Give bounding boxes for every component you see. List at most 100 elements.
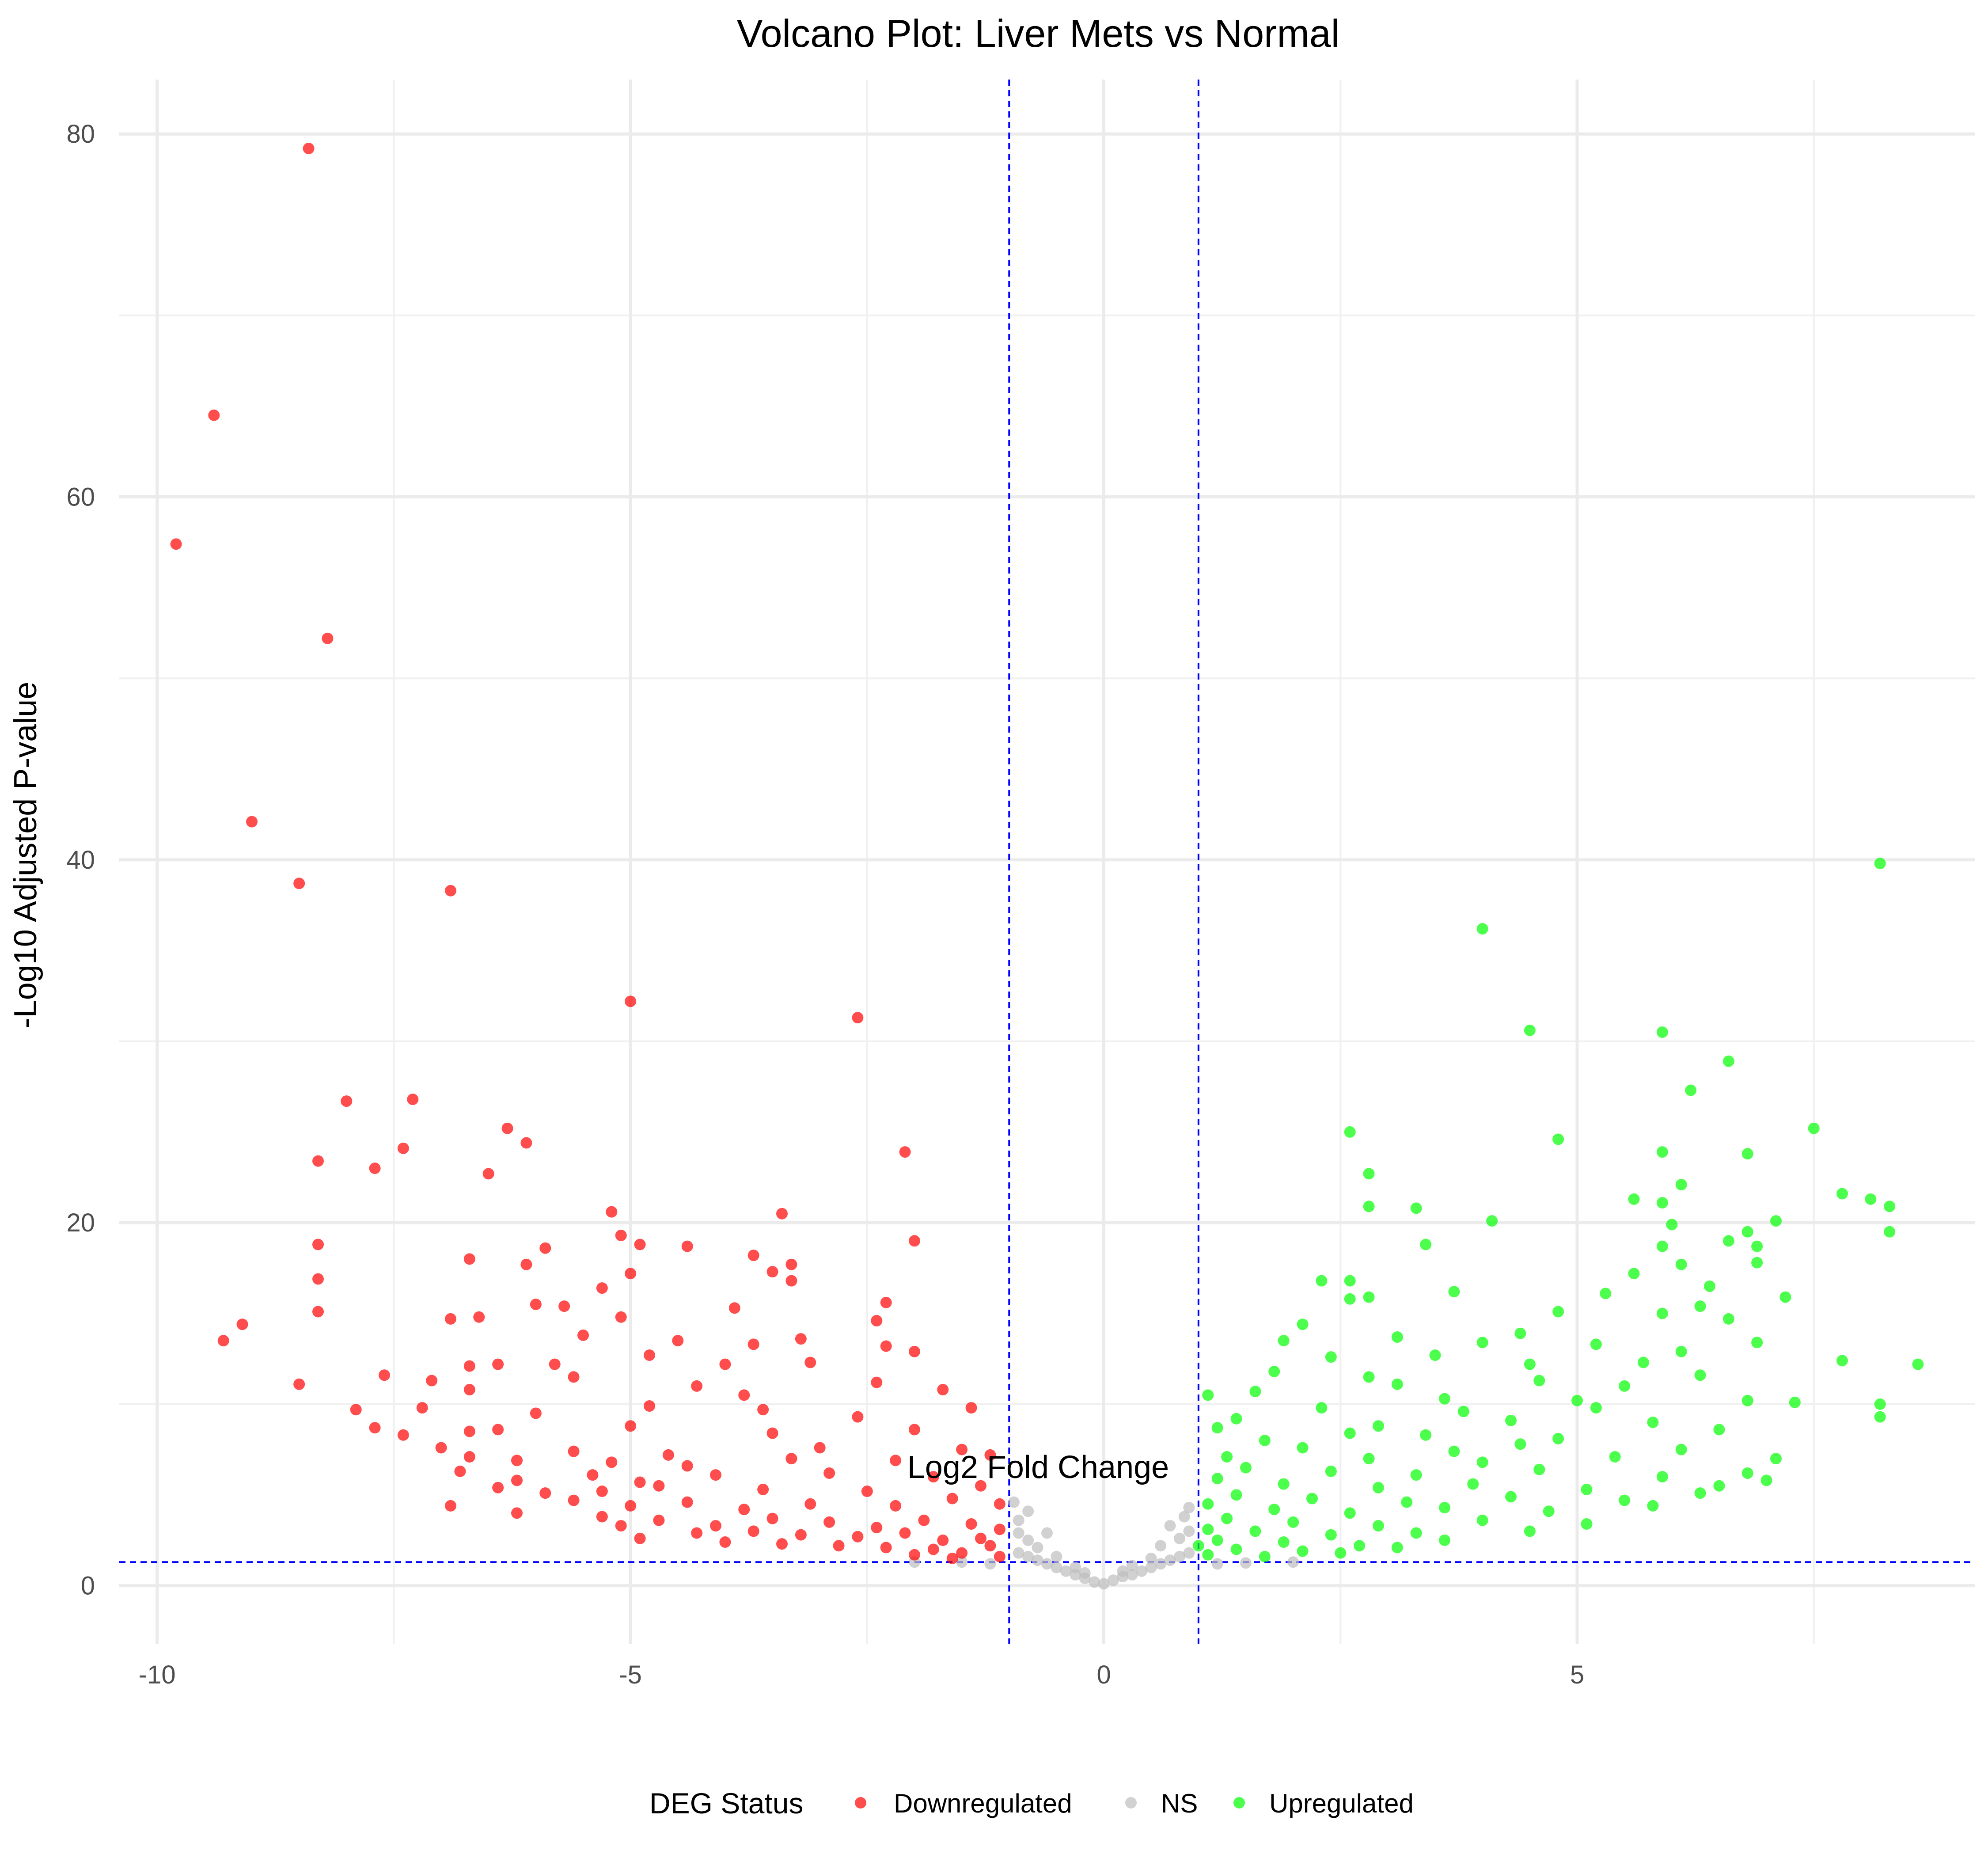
- point-upregulated: [1609, 1451, 1621, 1463]
- point-downregulated: [757, 1483, 769, 1495]
- point-upregulated: [1770, 1453, 1782, 1465]
- point-upregulated: [1354, 1540, 1366, 1552]
- point-upregulated: [1429, 1349, 1441, 1361]
- point-ns: [1079, 1567, 1091, 1579]
- point-downregulated: [691, 1380, 703, 1392]
- point-downregulated: [719, 1536, 731, 1548]
- point-ns: [1155, 1558, 1167, 1570]
- point-upregulated: [1476, 923, 1488, 935]
- point-ns: [1051, 1550, 1062, 1562]
- point-ns: [1183, 1501, 1195, 1513]
- point-upregulated: [1770, 1215, 1782, 1227]
- point-upregulated: [1287, 1516, 1299, 1528]
- point-upregulated: [1373, 1482, 1384, 1493]
- point-downregulated: [511, 1507, 523, 1519]
- point-upregulated: [1552, 1133, 1564, 1145]
- point-downregulated: [871, 1522, 883, 1534]
- point-downregulated: [558, 1300, 570, 1312]
- point-downregulated: [445, 1313, 456, 1325]
- point-upregulated: [1259, 1550, 1271, 1562]
- point-ns: [984, 1558, 996, 1570]
- point-upregulated: [1638, 1356, 1649, 1368]
- point-upregulated: [1325, 1351, 1337, 1363]
- point-upregulated: [1467, 1478, 1479, 1490]
- point-downregulated: [454, 1465, 466, 1477]
- point-downregulated: [795, 1529, 807, 1541]
- point-upregulated: [1476, 1514, 1488, 1526]
- point-downregulated: [463, 1360, 475, 1372]
- point-upregulated: [1656, 1471, 1668, 1483]
- point-downregulated: [644, 1400, 655, 1412]
- point-ns: [1164, 1520, 1176, 1532]
- point-downregulated: [965, 1402, 977, 1414]
- point-upregulated: [1656, 1026, 1668, 1038]
- point-upregulated: [1344, 1427, 1356, 1439]
- point-upregulated: [1268, 1504, 1280, 1516]
- point-ns: [1145, 1552, 1157, 1564]
- point-upregulated: [1476, 1337, 1488, 1349]
- point-upregulated: [1439, 1393, 1450, 1405]
- point-downregulated: [435, 1442, 447, 1454]
- point-downregulated: [747, 1525, 759, 1537]
- point-upregulated: [1751, 1257, 1763, 1269]
- point-upregulated: [1647, 1500, 1659, 1512]
- point-ns: [1174, 1532, 1185, 1544]
- point-downregulated: [615, 1229, 627, 1241]
- point-downregulated: [681, 1460, 693, 1472]
- point-downregulated: [871, 1376, 883, 1388]
- x-tick-label: 5: [1570, 1660, 1584, 1689]
- legend-label-ns: NS: [1161, 1789, 1198, 1818]
- point-upregulated: [1836, 1355, 1848, 1367]
- point-ns: [1117, 1565, 1129, 1577]
- point-downregulated: [880, 1296, 892, 1308]
- point-downregulated: [606, 1206, 618, 1218]
- point-upregulated: [1344, 1507, 1356, 1519]
- point-upregulated: [1420, 1239, 1432, 1250]
- point-downregulated: [766, 1266, 778, 1278]
- point-downregulated: [501, 1122, 513, 1134]
- point-upregulated: [1656, 1146, 1668, 1158]
- point-downregulated: [946, 1552, 958, 1564]
- point-upregulated: [1410, 1202, 1422, 1214]
- point-upregulated: [1694, 1300, 1706, 1312]
- point-downregulated: [473, 1311, 485, 1323]
- point-upregulated: [1410, 1527, 1422, 1539]
- point-upregulated: [1543, 1505, 1555, 1517]
- point-upregulated: [1751, 1240, 1763, 1252]
- point-upregulated: [1789, 1396, 1801, 1408]
- point-downregulated: [681, 1496, 693, 1508]
- point-downregulated: [312, 1306, 324, 1318]
- point-downregulated: [833, 1540, 845, 1552]
- x-tick-label: -5: [619, 1660, 642, 1689]
- point-downregulated: [984, 1540, 996, 1552]
- point-upregulated: [1211, 1422, 1223, 1434]
- point-upregulated: [1448, 1445, 1460, 1457]
- point-upregulated: [1230, 1543, 1242, 1555]
- point-downregulated: [776, 1538, 788, 1550]
- y-axis-ticks: 0 20 40 60 80: [66, 120, 95, 1600]
- point-ns: [1032, 1554, 1043, 1566]
- point-downregulated: [785, 1275, 797, 1287]
- point-upregulated: [1344, 1126, 1356, 1138]
- point-downregulated: [738, 1504, 750, 1516]
- point-downregulated: [170, 538, 182, 550]
- point-upregulated: [1865, 1193, 1877, 1205]
- point-downregulated: [587, 1469, 599, 1481]
- point-downregulated: [852, 1012, 864, 1024]
- point-downregulated: [766, 1427, 778, 1439]
- point-upregulated: [1656, 1307, 1668, 1319]
- point-downregulated: [350, 1404, 362, 1416]
- point-downregulated: [681, 1240, 693, 1252]
- point-upregulated: [1192, 1540, 1204, 1552]
- point-downregulated: [975, 1480, 986, 1492]
- point-ns: [1022, 1550, 1034, 1562]
- point-upregulated: [1836, 1188, 1848, 1200]
- point-upregulated: [1316, 1402, 1328, 1414]
- point-upregulated: [1439, 1501, 1450, 1513]
- point-upregulated: [1505, 1414, 1517, 1426]
- point-upregulated: [1344, 1275, 1356, 1287]
- point-upregulated: [1476, 1456, 1488, 1468]
- point-ns: [1070, 1562, 1081, 1573]
